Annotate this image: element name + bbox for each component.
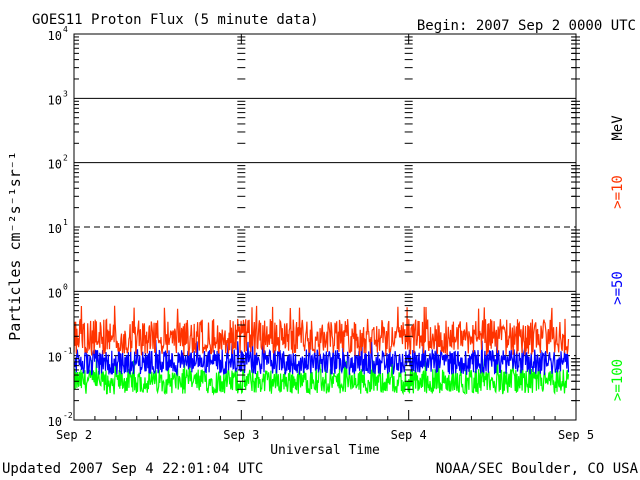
svg-text:10: 10 (48, 286, 62, 300)
chart-title: GOES11 Proton Flux (5 minute data) (32, 12, 319, 28)
legend-unit-mev: MeV (610, 115, 626, 141)
updated-timestamp: Updated 2007 Sep 4 22:01:04 UTC (2, 461, 263, 477)
x-tick-label-0: Sep 2 (56, 428, 92, 442)
series-line-1 (73, 339, 570, 377)
y-tick-label-6: 10 4 (48, 25, 68, 43)
svg-text:4: 4 (63, 25, 68, 34)
y-tick-label-5: 10 3 (48, 89, 68, 107)
svg-text:0: 0 (63, 282, 68, 291)
x-axis-label: Universal Time (270, 443, 380, 458)
x-tick-label-3: Sep 5 (558, 428, 594, 442)
data-source: NOAA/SEC Boulder, CO USA (436, 461, 639, 477)
svg-text:10: 10 (48, 158, 62, 172)
svg-text:10: 10 (48, 415, 62, 429)
svg-text:3: 3 (63, 89, 68, 98)
y-tick-label-1: 10 -1 (48, 347, 73, 365)
svg-text:10: 10 (48, 93, 62, 107)
series-layer (73, 305, 570, 396)
series-line-2 (73, 358, 570, 396)
svg-text:10: 10 (48, 222, 62, 236)
svg-text:-2: -2 (63, 411, 73, 420)
svg-text:10: 10 (48, 29, 62, 43)
legend-ge50: >=50 (610, 271, 626, 305)
grid-lines (74, 97, 576, 357)
svg-text:1: 1 (63, 218, 68, 227)
legend-ge10: >=10 (610, 175, 626, 209)
x-tick-label-2: Sep 4 (391, 428, 427, 442)
svg-text:-1: -1 (63, 347, 73, 356)
y-tick-label-2: 10 0 (48, 282, 68, 300)
svg-text:2: 2 (63, 154, 68, 163)
y-tick-label-4: 10 2 (48, 154, 68, 172)
begin-label: Begin: 2007 Sep 2 0000 UTC (417, 18, 636, 34)
y-tick-label-3: 10 1 (48, 218, 68, 236)
svg-text:10: 10 (48, 351, 62, 365)
x-tick-label-1: Sep 3 (223, 428, 259, 442)
y-axis-label: Particles cm⁻²s⁻¹sr⁻¹ (6, 151, 24, 341)
legend-ge100: >=100 (610, 359, 626, 401)
legend: MeV >=10 >=50 >=100 (610, 115, 626, 401)
series-line-0 (73, 305, 570, 357)
y-tick-label-0: 10 -2 (48, 411, 73, 429)
